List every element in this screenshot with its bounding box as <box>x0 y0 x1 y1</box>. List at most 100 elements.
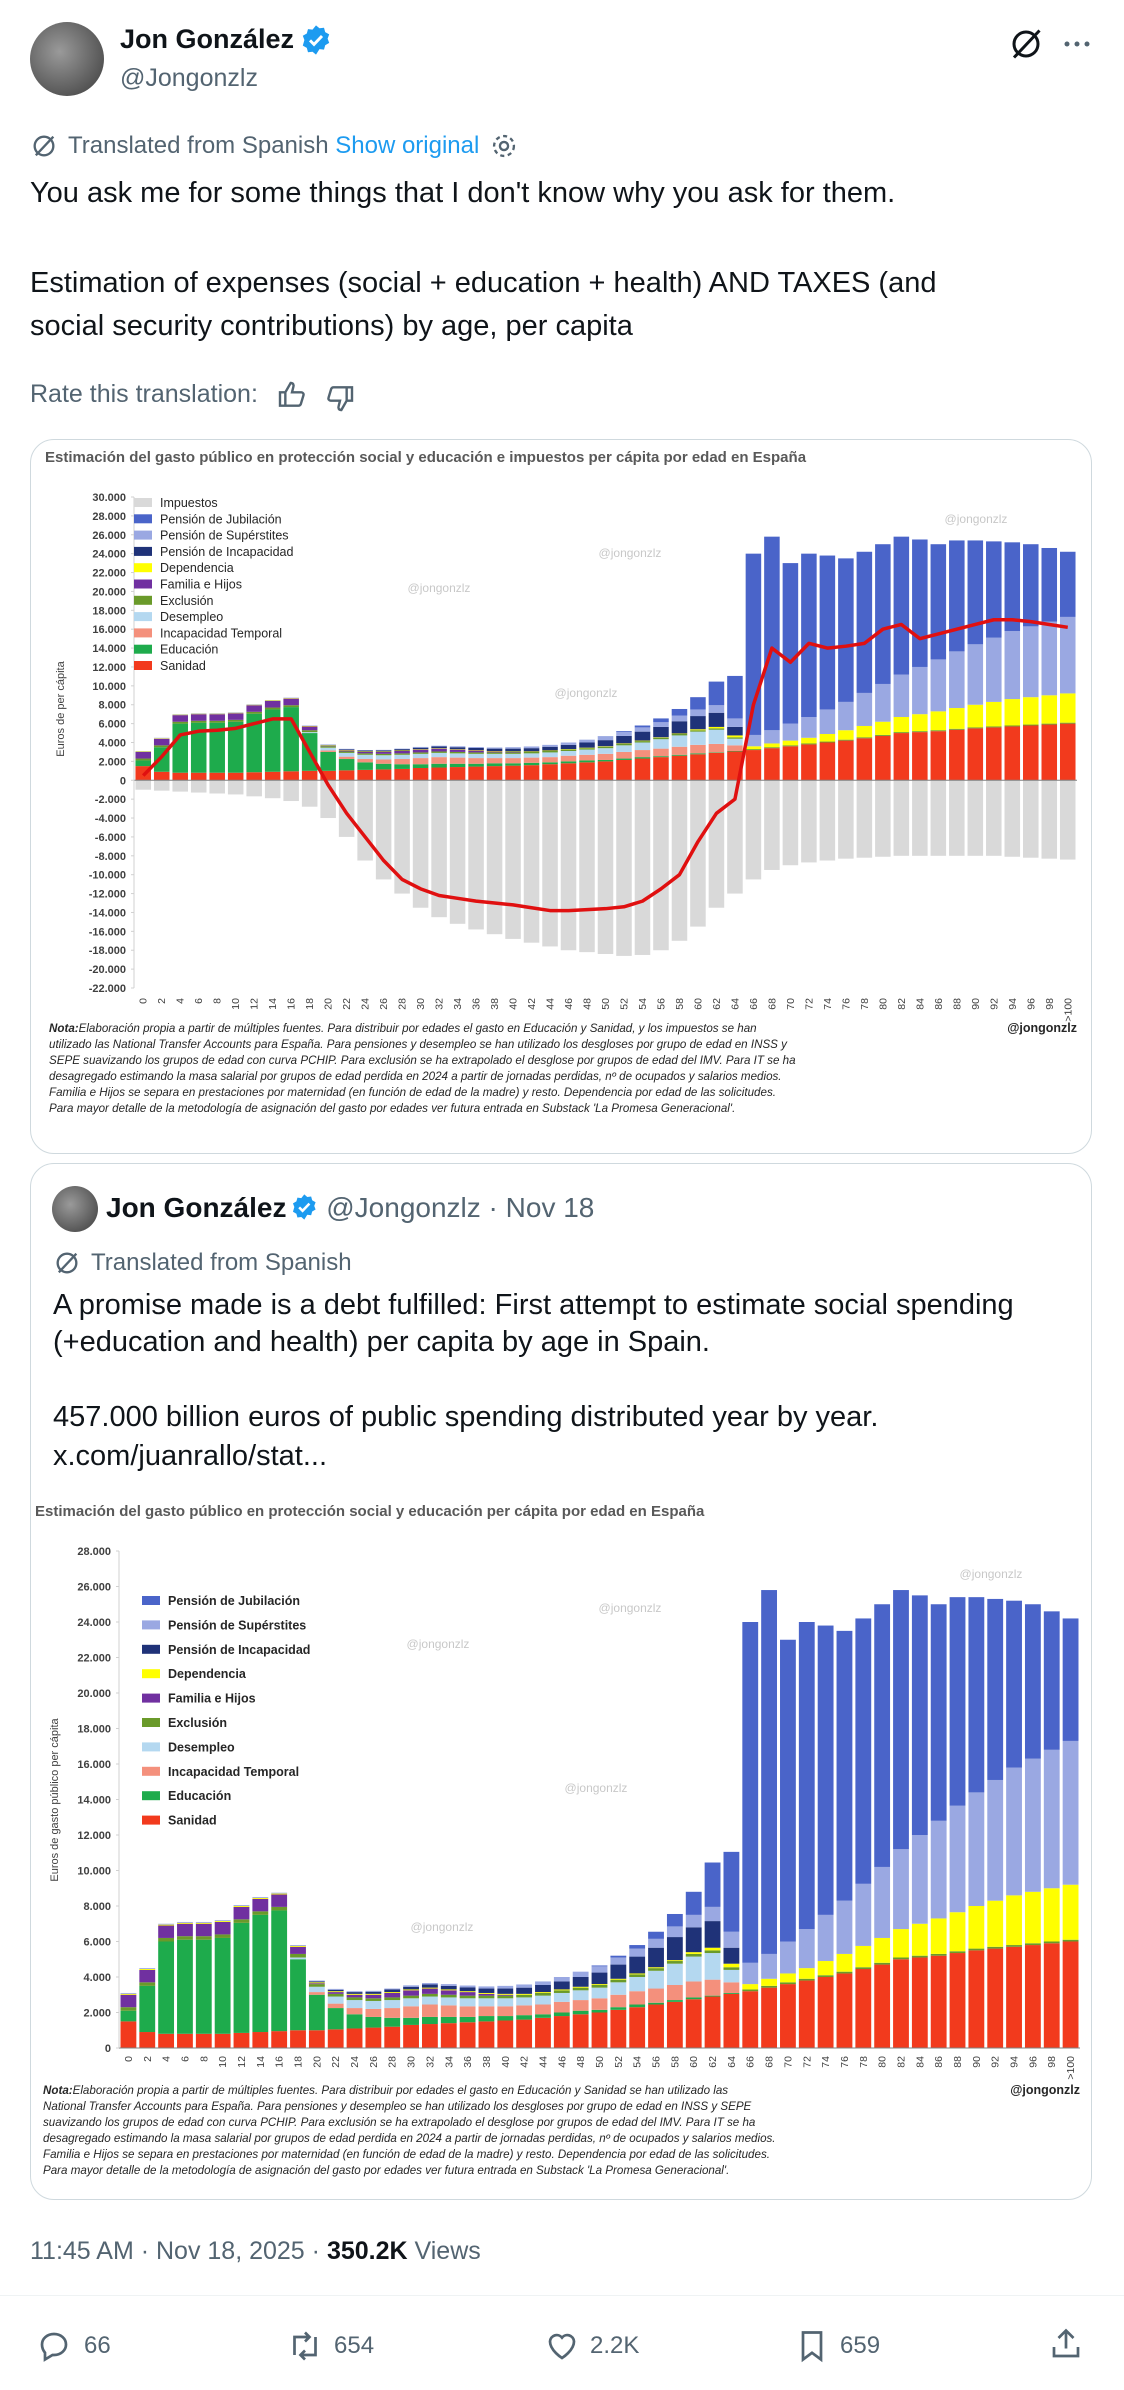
y-tick-label: -18.000 <box>89 945 126 957</box>
bar-segment <box>271 1910 288 2032</box>
x-tick-label: 30 <box>406 2056 418 2068</box>
bar-segment <box>327 1989 344 1992</box>
x-tick-label: 6 <box>193 998 205 1004</box>
legend-label: Familia e Hijos <box>168 1692 256 1706</box>
bar-segment <box>271 2031 288 2048</box>
bar-segment <box>1024 1758 1041 1892</box>
bar-segment <box>930 731 947 781</box>
settings-icon[interactable] <box>490 132 518 160</box>
author-handle[interactable]: @Jongonzlz <box>120 64 258 92</box>
bookmark-icon[interactable] <box>794 2328 830 2364</box>
bar-segment <box>930 544 947 660</box>
bar-segment <box>252 1911 269 1915</box>
bar-segment <box>542 764 558 781</box>
bar-segment <box>727 737 743 739</box>
note-label: Nota: <box>49 1022 79 1035</box>
like-icon[interactable] <box>544 2328 580 2364</box>
bar-segment <box>690 729 706 731</box>
bar-segment <box>634 758 651 781</box>
bar-segment <box>572 2014 589 2048</box>
bar-segment <box>459 2016 476 2023</box>
share-icon[interactable] <box>1048 2326 1084 2362</box>
legend-swatch <box>134 644 152 654</box>
bar-segment <box>365 1993 382 1995</box>
bar-segment <box>987 1779 1004 1901</box>
bar-segment <box>819 742 836 781</box>
avatar[interactable] <box>30 22 104 96</box>
more-button[interactable] <box>1062 30 1092 58</box>
bar-segment <box>836 1973 853 2048</box>
legend-label: Incapacidad Temporal <box>168 1765 299 1779</box>
bar-segment <box>459 1987 476 1992</box>
bar-segment <box>685 1981 702 1998</box>
net-line <box>141 618 1069 913</box>
bar-segment <box>308 1981 325 1983</box>
bar-segment <box>648 1938 664 1948</box>
bar-segment <box>486 748 503 751</box>
bar-segment <box>357 750 373 752</box>
bar-segment <box>542 750 558 753</box>
x-tick-label: 18 <box>304 998 316 1010</box>
bar-segment <box>264 709 281 772</box>
bar-segment <box>911 1957 928 2048</box>
bar-segment <box>195 1921 212 1923</box>
quote-card[interactable] <box>30 1163 1092 2200</box>
x-tick-label: 38 <box>481 2056 493 2068</box>
quote-text-line: x.com/juanrallo/stat... <box>53 1440 327 1472</box>
bar-segment <box>403 1995 419 1999</box>
grok-icon[interactable] <box>1008 26 1044 62</box>
bar-segment <box>856 780 873 858</box>
bar-segment <box>308 1983 325 1985</box>
bar-segment <box>431 751 447 753</box>
bar-segment <box>283 707 299 772</box>
bar-segment <box>523 748 540 752</box>
bar-segment <box>893 717 910 733</box>
bar-segment <box>572 1990 589 2001</box>
thumbs-up[interactable] <box>276 379 308 411</box>
bar-segment <box>1004 725 1021 727</box>
note-line: National Transfer Accounts para España. … <box>43 2100 752 2113</box>
bar-segment <box>591 1987 608 1999</box>
media-card[interactable] <box>30 439 1092 1154</box>
bar-segment <box>634 742 651 751</box>
bar-segment <box>634 727 651 732</box>
bar-segment <box>704 1921 721 1948</box>
bar-segment <box>875 683 891 722</box>
x-tick-label: 42 <box>526 998 538 1010</box>
bar-segment <box>177 1939 193 2034</box>
x-tick-label: 48 <box>575 2056 587 2068</box>
y-tick-label: 4.000 <box>83 1972 111 1984</box>
bar-segment <box>246 705 262 712</box>
legend-swatch <box>134 498 152 507</box>
x-tick-label: 34 <box>443 2056 455 2068</box>
reply-icon[interactable] <box>36 2328 72 2364</box>
bar-segment <box>930 1604 947 1821</box>
y-tick-label: 8.000 <box>98 700 126 712</box>
bar-segment <box>629 1956 646 1974</box>
bar-segment <box>986 727 1002 781</box>
bar-segment <box>610 1979 627 1983</box>
legend-label: Educación <box>168 1789 231 1803</box>
bar-segment <box>233 2032 250 2048</box>
bar-segment <box>1004 631 1021 700</box>
x-tick-label: 44 <box>537 2056 549 2068</box>
bar-segment <box>560 780 577 951</box>
bar-segment <box>912 539 928 667</box>
x-tick-label: 54 <box>632 2056 644 2068</box>
verified-badge <box>293 1194 317 1220</box>
bar-segment <box>431 748 447 752</box>
bar-segment <box>685 1956 702 1982</box>
author-name[interactable]: Jon González <box>120 24 295 54</box>
show-original-link[interactable]: Show original <box>335 132 480 159</box>
bar-segment <box>893 733 910 781</box>
bar-segment <box>365 1990 382 1992</box>
x-tick-label: 52 <box>618 998 630 1010</box>
bar-segment <box>666 2000 683 2002</box>
thumbs-down[interactable] <box>324 382 356 414</box>
bar-segment <box>987 1948 1004 2048</box>
repost-icon[interactable] <box>287 2328 323 2364</box>
bar-segment <box>264 707 281 710</box>
bar-segment <box>421 1984 438 1988</box>
bar-segment <box>523 762 540 766</box>
y-tick-label: 0 <box>105 2043 111 2055</box>
